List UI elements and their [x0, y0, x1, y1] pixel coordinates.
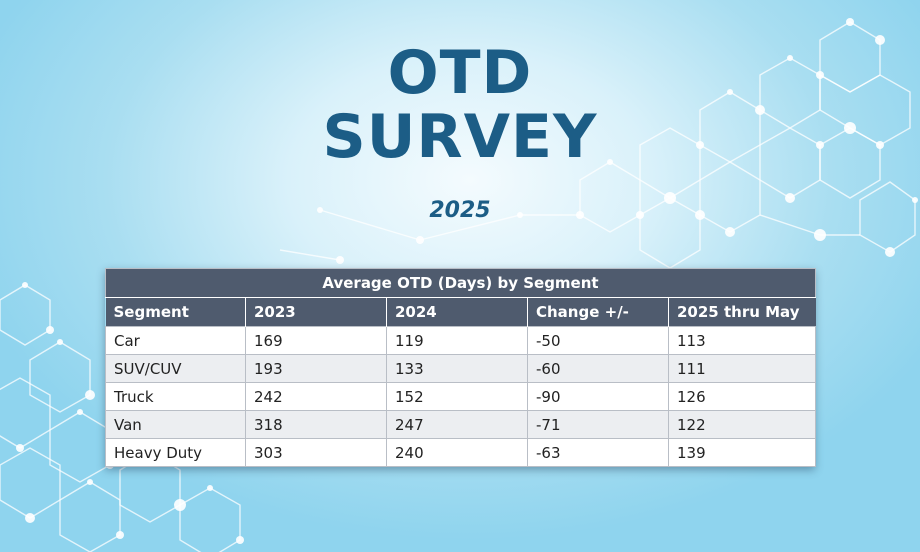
cell-2024: 240 — [386, 438, 528, 467]
otd-table: Average OTD (Days) by Segment Segment 20… — [105, 268, 816, 467]
cell-2023: 303 — [245, 438, 387, 467]
header-2025-thru-may: 2025 thru May — [668, 297, 816, 327]
table-row: Van 318 247 -71 122 — [105, 410, 816, 439]
cell-2025: 113 — [668, 326, 816, 355]
header-2024: 2024 — [386, 297, 528, 327]
table-row: Car 169 119 -50 113 — [105, 326, 816, 355]
table-row: Heavy Duty 303 240 -63 139 — [105, 438, 816, 467]
cell-change: -71 — [527, 410, 669, 439]
cell-2023: 169 — [245, 326, 387, 355]
header-2023: 2023 — [245, 297, 387, 327]
cell-segment: Truck — [105, 382, 246, 411]
cell-2025: 139 — [668, 438, 816, 467]
cell-change: -50 — [527, 326, 669, 355]
title-line-2: SURVEY — [322, 102, 598, 172]
cell-2023: 318 — [245, 410, 387, 439]
cell-2024: 152 — [386, 382, 528, 411]
cell-2025: 111 — [668, 354, 816, 383]
cell-change: -60 — [527, 354, 669, 383]
cell-2025: 122 — [668, 410, 816, 439]
table-row: Truck 242 152 -90 126 — [105, 382, 816, 411]
cell-change: -63 — [527, 438, 669, 467]
cell-2024: 247 — [386, 410, 528, 439]
cell-2025: 126 — [668, 382, 816, 411]
header-change: Change +/- — [527, 297, 669, 327]
table-header-row: Segment 2023 2024 Change +/- 2025 thru M… — [105, 297, 816, 327]
table-caption: Average OTD (Days) by Segment — [105, 268, 816, 298]
cell-2024: 119 — [386, 326, 528, 355]
table-row: SUV/CUV 193 133 -60 111 — [105, 354, 816, 383]
cell-2023: 193 — [245, 354, 387, 383]
title-line-1: OTD — [387, 38, 533, 108]
cell-segment: Car — [105, 326, 246, 355]
cell-segment: Van — [105, 410, 246, 439]
cell-2024: 133 — [386, 354, 528, 383]
cell-segment: SUV/CUV — [105, 354, 246, 383]
cell-segment: Heavy Duty — [105, 438, 246, 467]
header-segment: Segment — [105, 297, 246, 327]
survey-year: 2025 — [429, 198, 491, 223]
cell-change: -90 — [527, 382, 669, 411]
cell-2023: 242 — [245, 382, 387, 411]
